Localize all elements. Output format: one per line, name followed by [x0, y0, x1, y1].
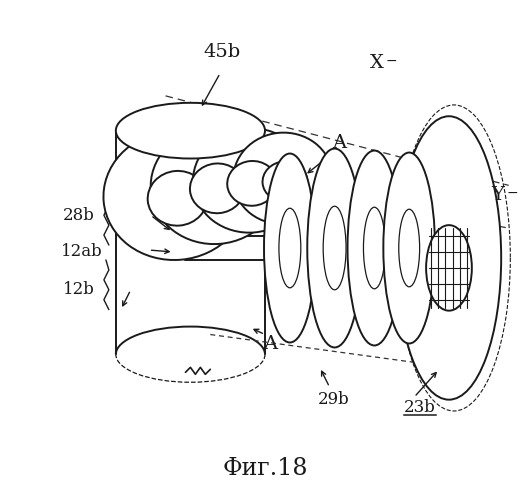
- Ellipse shape: [103, 130, 248, 260]
- Ellipse shape: [399, 209, 420, 287]
- Text: A: A: [332, 134, 346, 152]
- Text: 23b: 23b: [404, 398, 436, 415]
- Ellipse shape: [233, 132, 333, 224]
- Text: 29b: 29b: [317, 390, 349, 407]
- Text: Фиг.18: Фиг.18: [222, 458, 308, 480]
- Ellipse shape: [323, 206, 346, 290]
- Ellipse shape: [262, 162, 307, 202]
- Ellipse shape: [364, 207, 385, 289]
- Ellipse shape: [397, 116, 501, 400]
- Ellipse shape: [227, 161, 277, 206]
- Ellipse shape: [148, 171, 207, 226]
- Text: 28b: 28b: [63, 206, 95, 224]
- Text: 45b: 45b: [204, 43, 241, 61]
- Text: A: A: [263, 336, 277, 353]
- Text: −: −: [507, 186, 518, 200]
- Text: Y: Y: [491, 186, 504, 204]
- Ellipse shape: [193, 128, 307, 232]
- Ellipse shape: [348, 150, 401, 346]
- Ellipse shape: [151, 126, 280, 244]
- Ellipse shape: [307, 148, 362, 348]
- Text: 12b: 12b: [63, 282, 95, 298]
- Text: X: X: [369, 54, 383, 72]
- Ellipse shape: [116, 103, 265, 158]
- Ellipse shape: [279, 208, 301, 288]
- Text: 12ab: 12ab: [61, 244, 103, 260]
- Ellipse shape: [190, 164, 245, 213]
- Ellipse shape: [383, 152, 435, 344]
- Text: −: −: [385, 54, 397, 68]
- Ellipse shape: [426, 225, 472, 310]
- Ellipse shape: [264, 154, 316, 342]
